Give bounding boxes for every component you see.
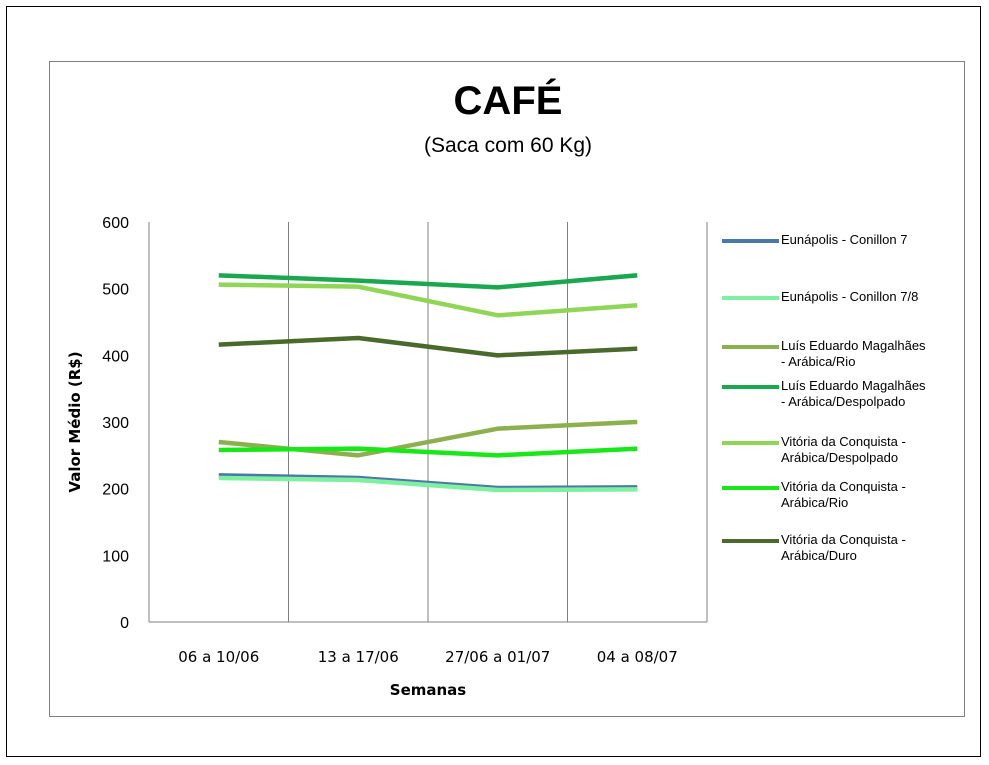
legend-swatch [722,486,779,490]
series-line [218,282,638,318]
legend-swatch [722,539,779,543]
y-tick-labels: 0 100 200 300 400 500 600 [102,215,129,632]
legend-label: Eunápolis - Conillon 7 [781,232,908,247]
legend-swatch [722,296,779,300]
legend-item: Vitória da Conquista - Arábica/Rio [722,479,961,511]
page-border [6,6,981,757]
x-tick-label: 04 a 08/07 [597,648,678,666]
chart-title: CAFÉ [453,79,563,123]
y-tick-label: 100 [102,548,129,565]
x-tick-label: 27/06 a 01/07 [445,648,550,666]
series-line [218,475,638,493]
x-axis-title: Semanas [390,681,467,699]
y-tick-label: 400 [102,348,129,365]
legend-label: Eunápolis - Conillon 7/8 [781,289,919,304]
y-tick-label: 200 [102,482,129,499]
y-axis-title: Valor Médio (R$) [66,351,84,492]
legend-item: Vitória da Conquista - Arábica/Duro [722,532,961,564]
y-tick-label: 600 [102,215,129,232]
legend-item: Eunápolis - Conillon 7/8 [722,289,961,305]
legend-swatch [722,385,779,389]
legend-swatch [722,345,779,349]
legend-label: Vitória da Conquista - Arábica/Duro [781,532,906,563]
legend-swatch [722,441,779,445]
series-line [218,446,638,458]
legend-item: Luís Eduardo Magalhães - Arábica/Despolp… [722,378,961,410]
series-line [218,335,638,358]
series-line [218,273,638,290]
x-tick-labels: 06 a 10/06 13 a 17/06 27/06 a 01/07 04 a 08… [178,648,678,666]
chart-subtitle: (Saca com 60 Kg) [423,134,593,157]
y-tick-label: 0 [120,615,129,632]
legend-label: Luís Eduardo Magalhães - Arábica/Despolp… [781,378,926,409]
legend-item: Vitória da Conquista - Arábica/Despolpad… [722,434,961,466]
legend-label: Luís Eduardo Magalhães - Arábica/Rio [781,338,926,369]
legend-swatch [722,239,779,243]
series-lines [218,273,638,493]
x-tick-label: 13 a 17/06 [318,648,399,666]
y-tick-label: 500 [102,282,129,299]
legend-item: Eunápolis - Conillon 7 [722,232,961,248]
plot-area: 0 100 200 300 400 500 600 06 a 10/06 13 a 17/06… [66,215,708,699]
y-tick-label: 300 [102,415,129,432]
chart-frame: CAFÉ (Saca com 60 Kg) 0 100 200 300 400 500 60… [49,61,965,717]
legend-label: Vitória da Conquista - Arábica/Rio [781,479,906,510]
x-tick-label: 06 a 10/06 [178,648,259,666]
gridlines [148,222,708,623]
legend-item: Luís Eduardo Magalhães - Arábica/Rio [722,338,961,370]
legend-label: Vitória da Conquista - Arábica/Despolpad… [781,434,906,465]
